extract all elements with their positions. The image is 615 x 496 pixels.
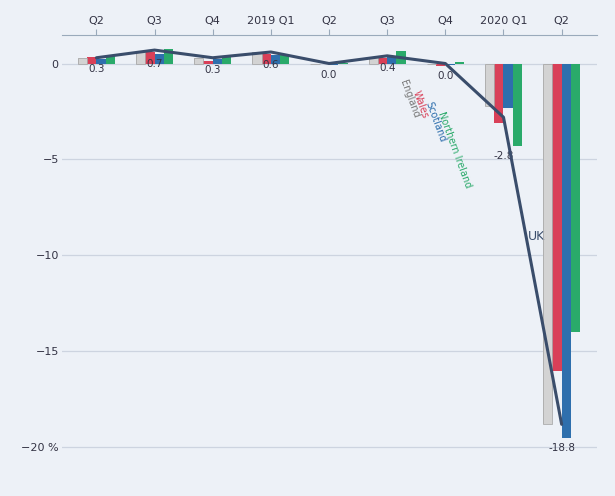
Text: 0.7: 0.7 <box>146 59 163 69</box>
Bar <box>213 60 222 63</box>
Bar <box>320 63 329 64</box>
Bar <box>271 55 280 63</box>
Bar <box>280 54 290 63</box>
Bar <box>252 52 261 63</box>
Bar <box>513 63 522 146</box>
Bar <box>261 54 271 63</box>
Bar <box>504 63 513 108</box>
Bar <box>378 58 387 63</box>
Text: Scotland: Scotland <box>424 100 448 143</box>
Bar <box>77 58 87 63</box>
Bar <box>136 51 145 63</box>
Bar <box>252 52 261 63</box>
Bar <box>571 63 581 332</box>
Text: -18.8: -18.8 <box>548 442 575 452</box>
Bar <box>543 63 552 425</box>
Bar <box>368 57 378 63</box>
Text: Wales: Wales <box>411 89 430 120</box>
Bar <box>222 58 231 63</box>
Bar <box>387 57 397 63</box>
Bar <box>194 58 204 63</box>
Bar <box>485 63 494 106</box>
Bar <box>154 54 164 63</box>
Text: 0.4: 0.4 <box>379 63 395 73</box>
Bar <box>445 63 454 65</box>
Bar <box>543 63 552 425</box>
Bar <box>164 49 173 63</box>
Text: UK: UK <box>528 230 545 243</box>
Bar <box>397 51 406 63</box>
Text: 0.6: 0.6 <box>263 60 279 69</box>
Bar <box>77 58 87 63</box>
Bar <box>145 52 154 63</box>
Bar <box>454 62 464 63</box>
Text: 0.3: 0.3 <box>204 65 221 75</box>
Text: 0.0: 0.0 <box>321 69 337 80</box>
Text: Northern Ireland: Northern Ireland <box>437 111 474 189</box>
Bar <box>106 56 115 63</box>
Bar <box>136 51 145 63</box>
Bar <box>329 63 338 65</box>
Bar <box>368 57 378 63</box>
Bar <box>194 58 204 63</box>
Bar <box>552 63 561 371</box>
Bar <box>494 63 504 123</box>
Bar <box>338 62 347 63</box>
Text: 0.3: 0.3 <box>88 64 105 74</box>
Bar <box>561 63 571 438</box>
Text: 0.0: 0.0 <box>437 70 453 81</box>
Text: England: England <box>398 79 421 120</box>
Text: -2.8: -2.8 <box>493 151 514 161</box>
Bar <box>87 58 97 63</box>
Bar <box>485 63 494 106</box>
Bar <box>97 60 106 63</box>
Bar <box>204 61 213 63</box>
Bar <box>436 63 445 66</box>
